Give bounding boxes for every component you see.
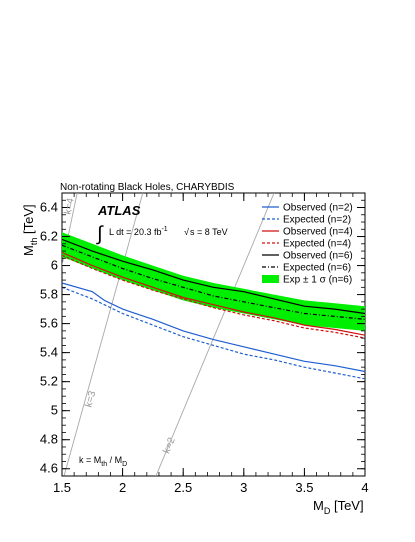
x-tick-label-4: 3.5: [295, 480, 313, 495]
x-tick-label-1: 2: [119, 480, 126, 495]
chart-title: Non-rotating Black Holes, CHARYBDIS: [60, 182, 235, 193]
y-tick-label-6: 5.8: [40, 287, 58, 302]
y-axis-title: Mth [TeV]: [21, 204, 39, 256]
x-axis-title: MD [TeV]: [313, 498, 364, 516]
x-tick-label-0: 1.5: [53, 480, 71, 495]
y-tick-label-8: 6.2: [40, 229, 58, 244]
x-tick-label-2: 2.5: [174, 480, 192, 495]
integral-sign: ∫: [96, 223, 104, 245]
y-tick-label-1: 4.8: [40, 432, 58, 447]
y-tick-label-3: 5.2: [40, 374, 58, 389]
k-definition: k = Mth / MD: [79, 455, 127, 468]
luminosity-label: L dt = 20.3 fb-1: [109, 226, 168, 237]
experiment-label: ATLAS: [97, 203, 141, 218]
legend-label-5: Expected (n=6): [283, 263, 351, 274]
k-line-label-2: k=2: [161, 436, 178, 456]
energy-label: s = 8 TeV: [190, 227, 228, 237]
legend-label-1: Expected (n=2): [283, 215, 351, 226]
series-line-0: [62, 282, 365, 373]
y-tick-label-4: 5.4: [40, 345, 58, 360]
legend-label-2: Observed (n=4): [283, 227, 353, 238]
k-line-3: [63, 193, 144, 476]
legend: Observed (n=2)Expected (n=2)Observed (n=…: [262, 203, 353, 286]
legend-label-4: Observed (n=6): [283, 251, 353, 262]
k-line-label-4: k=4: [63, 197, 77, 216]
plot-frame: [61, 192, 366, 477]
y-tick-label-5: 5.6: [40, 316, 58, 331]
exp-band-n6: [62, 232, 365, 331]
x-tick-label-5: 4: [361, 480, 368, 495]
series-line-4: [62, 238, 365, 315]
y-tick-label-0: 4.6: [40, 461, 58, 476]
legend-label-3: Expected (n=4): [283, 239, 351, 250]
series-line-3: [62, 254, 365, 339]
y-tick-label-7: 6: [51, 258, 58, 273]
k-line-label-3: k=3: [83, 389, 98, 408]
y-tick-label-2: 5: [51, 403, 58, 418]
legend-label-band: Exp ± 1 σ (n=6): [283, 275, 352, 286]
k-line-2: [155, 193, 275, 476]
series-line-2: [62, 251, 365, 336]
sqrt-sign: √: [184, 227, 189, 237]
y-tick-label-9: 6.4: [40, 200, 58, 215]
x-tick-label-3: 3: [240, 480, 247, 495]
series-line-1: [62, 286, 365, 380]
legend-swatch-band: [262, 275, 279, 283]
series-line-5: [62, 244, 365, 320]
legend-label-0: Observed (n=2): [283, 203, 353, 214]
